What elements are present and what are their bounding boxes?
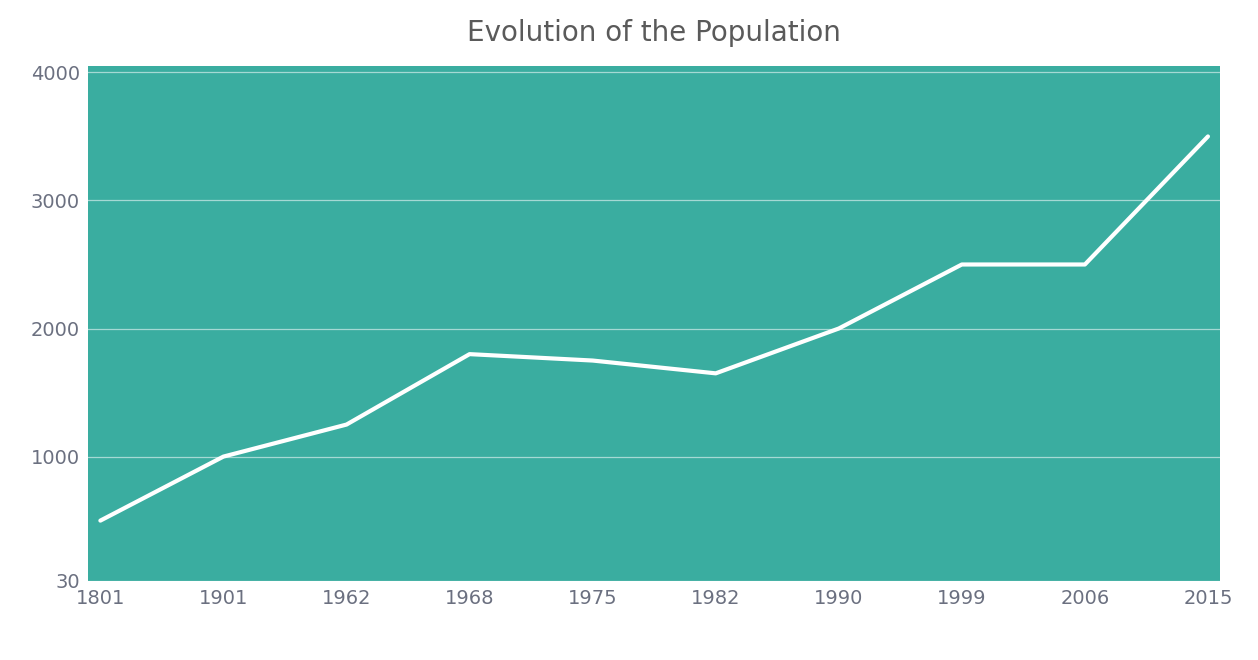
Title: Evolution of the Population: Evolution of the Population [467, 19, 842, 47]
